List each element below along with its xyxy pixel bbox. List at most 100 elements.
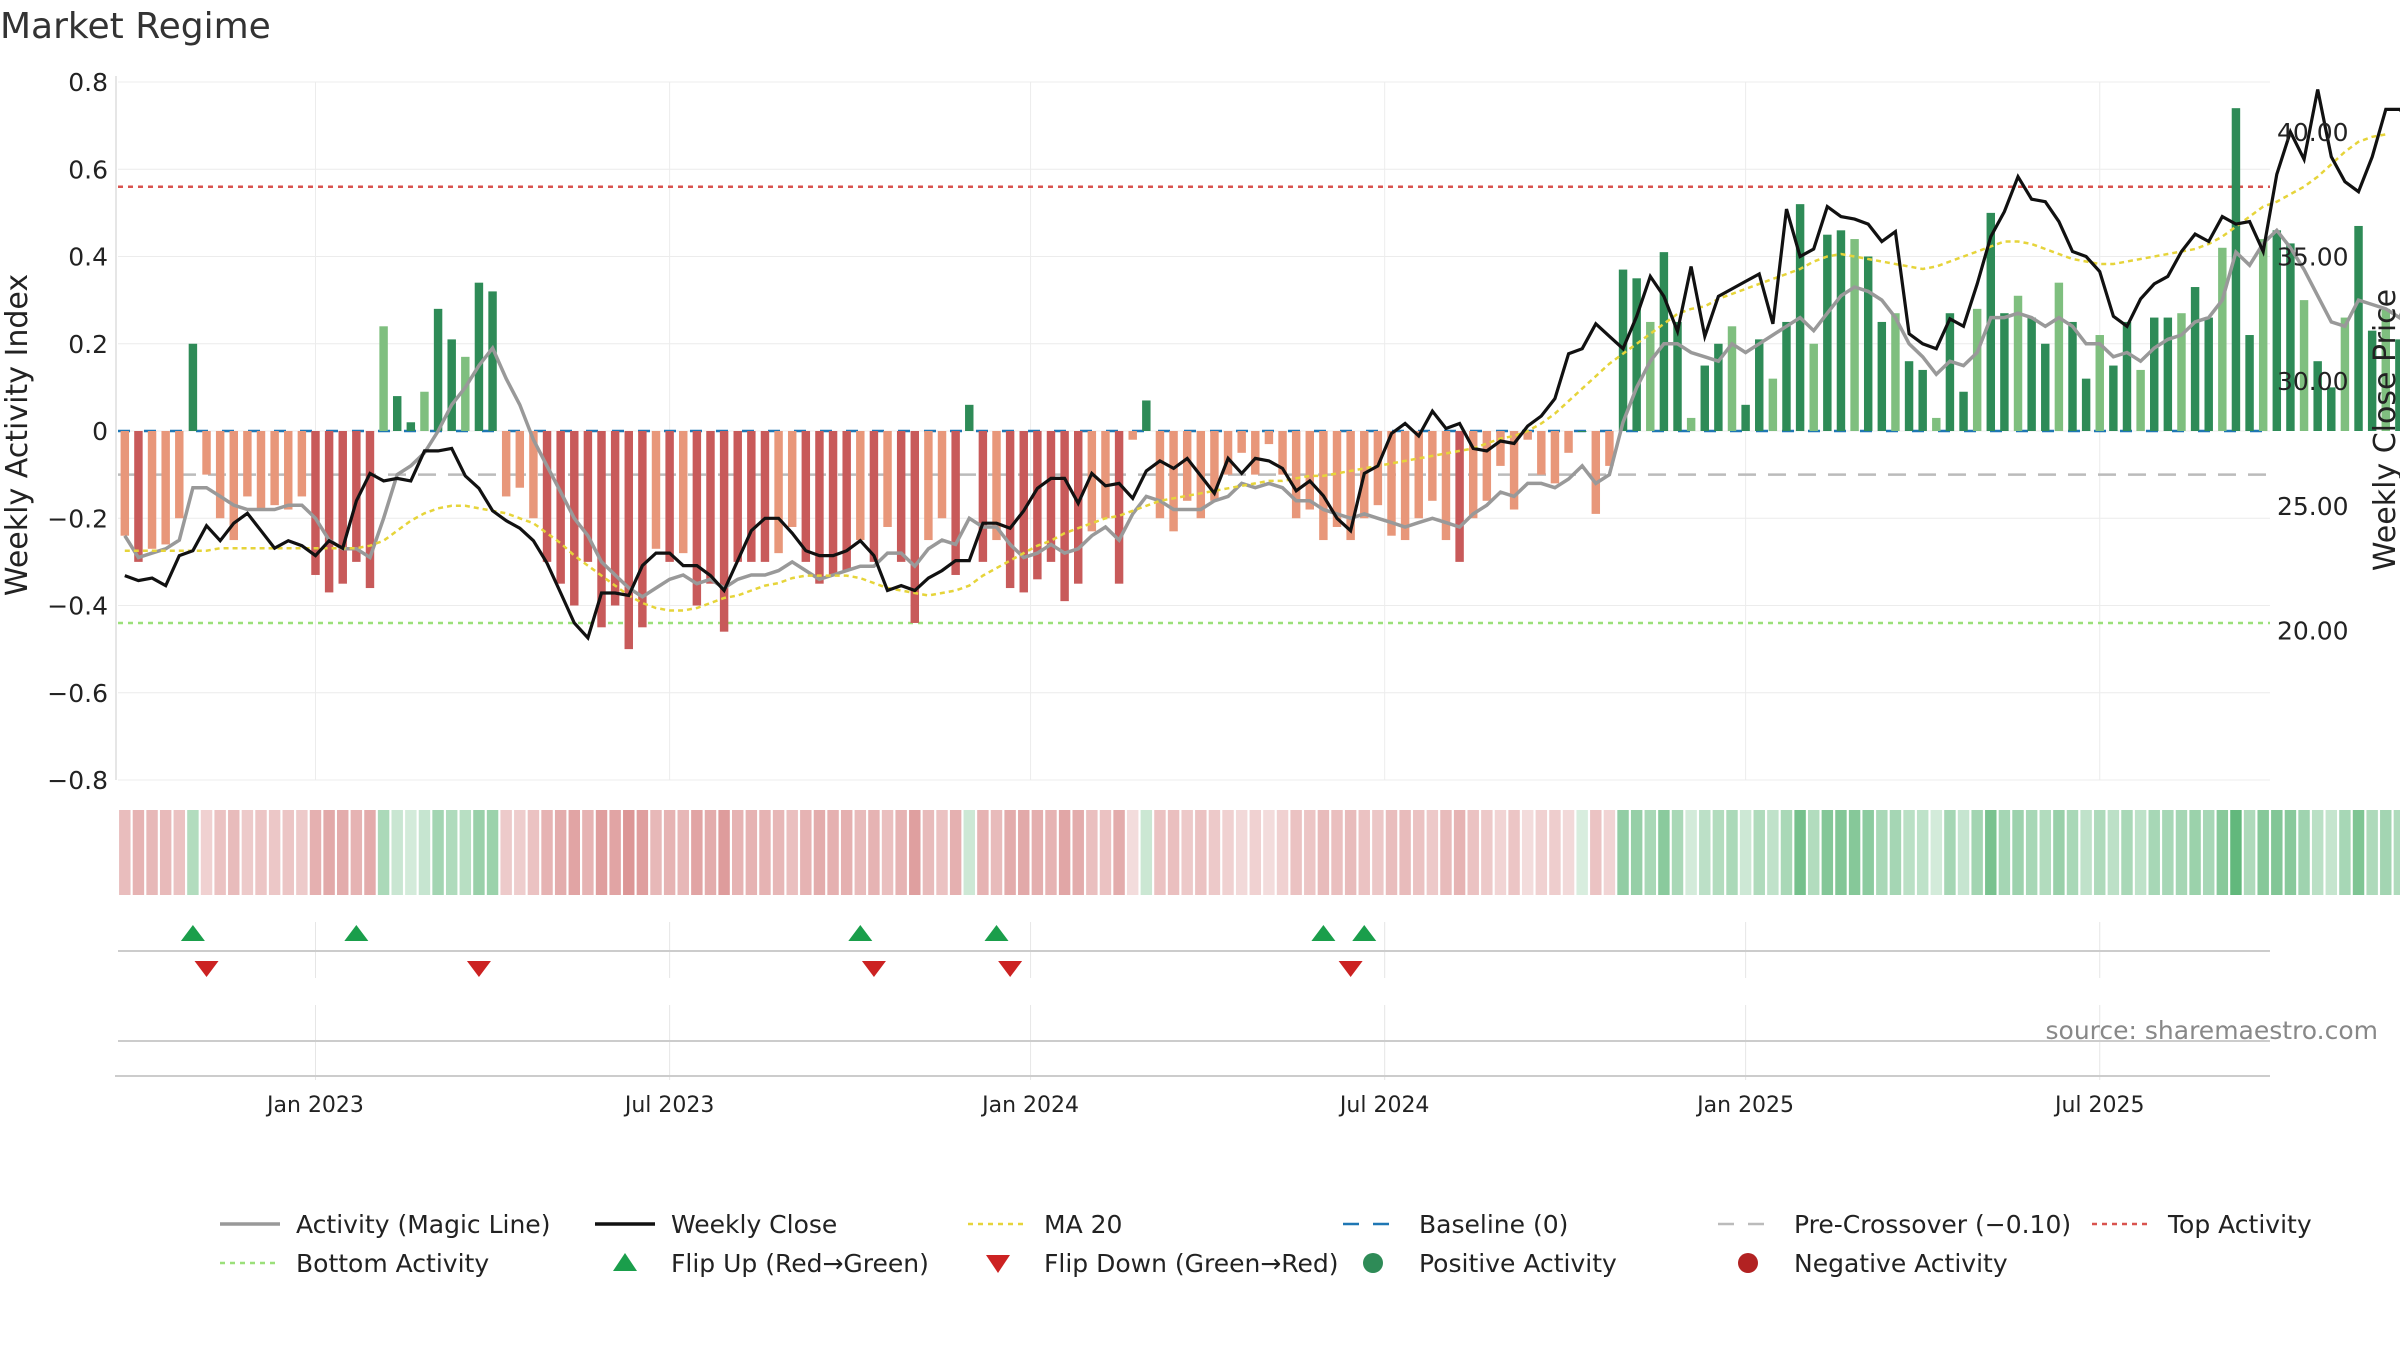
activity-bar [1727, 326, 1737, 431]
left-axis-label: Weekly Activity Index [0, 274, 35, 596]
ma20-line [124, 133, 2387, 612]
activity-bar [2150, 317, 2159, 431]
legend-item: Flip Down (Green→Red) [986, 1249, 1339, 1278]
activity-bar [1768, 378, 1778, 431]
activity-bar [284, 431, 293, 510]
activity-bar [202, 431, 211, 475]
regime-cell [1181, 810, 1193, 895]
activity-bar [2054, 282, 2064, 431]
regime-cell [2284, 810, 2297, 895]
activity-bar [1142, 400, 1151, 431]
regime-cell [268, 810, 281, 895]
activity-bar [2190, 287, 2200, 431]
activity-bar [229, 431, 238, 541]
regime-cell [2243, 810, 2256, 895]
regime-cell [2271, 810, 2283, 895]
activity-bar [828, 431, 838, 575]
activity-bar [1891, 313, 1900, 431]
regime-cell [418, 810, 431, 895]
regime-strip [119, 810, 2400, 895]
activity-bar [787, 431, 797, 527]
flip-up-marker [1311, 925, 1336, 941]
regime-cell [936, 810, 948, 895]
activity-bar [147, 431, 157, 549]
regime-cell [1889, 810, 1902, 895]
activity-bar [1155, 431, 1165, 519]
regime-cell [772, 810, 785, 895]
activity-bar [1074, 431, 1083, 584]
regime-cell [1372, 810, 1384, 895]
legend-item: Positive Activity [1363, 1249, 1617, 1278]
activity-bar [1046, 431, 1056, 562]
regime-cell [173, 810, 186, 895]
regime-cell [800, 810, 812, 895]
activity-bar [1823, 234, 1832, 431]
activity-bar [951, 431, 960, 575]
legend-item: Activity (Magic Line) [220, 1210, 550, 1239]
activity-bar [883, 431, 892, 527]
regime-cell [1331, 810, 1343, 895]
activity-bar [1005, 431, 1015, 589]
legend-label: Baseline (0) [1419, 1210, 1568, 1239]
legend-label: Bottom Activity [296, 1249, 489, 1278]
regime-cell [650, 810, 662, 895]
activity-bar [256, 431, 266, 510]
activity-bar [1932, 417, 1941, 431]
regime-cell [459, 810, 472, 895]
regime-cell [1167, 810, 1180, 895]
legend-swatch-dot [1738, 1253, 1758, 1273]
regime-cell [1821, 810, 1834, 895]
regime-cell [1685, 810, 1697, 895]
regime-cell [1780, 810, 1793, 895]
activity-bar [1400, 431, 1410, 541]
activity-bar [583, 431, 593, 562]
activity-bar [2163, 317, 2173, 431]
flip-up-marker [344, 925, 369, 941]
activity-bar [447, 339, 456, 431]
regime-cell [309, 810, 322, 895]
regime-cell [1154, 810, 1166, 895]
axes: 0.8 0.6 0.4 0.2 0 −0.2 −0.4 −0.6 −0.8 40.00 35.00 3… [47, 68, 2348, 1118]
chart-title: Market Regime [0, 6, 271, 47]
regime-cell [827, 810, 839, 895]
right-tick-label: 20.00 [2277, 616, 2349, 645]
regime-cell [1494, 810, 1507, 895]
regime-cell [1903, 810, 1915, 895]
activity-bar [842, 431, 851, 571]
regime-cell [2066, 810, 2079, 895]
activity-bar [311, 431, 320, 575]
activity-bar [1809, 343, 1818, 431]
legend-label: Weekly Close [671, 1210, 837, 1239]
legend-item: Top Activity [2092, 1210, 2312, 1239]
flip-up-marker [984, 925, 1009, 941]
activity-bar [2327, 387, 2336, 431]
regime-cell [282, 810, 294, 895]
activity-bar [1904, 361, 1914, 431]
activity-bar [161, 431, 170, 545]
grid-layer [118, 81, 2270, 1080]
activity-bar [1428, 431, 1437, 501]
regime-cell [1916, 810, 1929, 895]
regime-cell [241, 810, 254, 895]
activity-bar [2068, 321, 2077, 431]
regime-cell [2257, 810, 2269, 895]
regime-cell [840, 810, 853, 895]
activity-bar [1455, 431, 1464, 562]
regime-cell [1562, 810, 1575, 895]
x-tick-label: Jul 2023 [623, 1093, 715, 1118]
regime-cell [1576, 810, 1588, 895]
regime-cell [323, 810, 335, 895]
regime-cell [1481, 810, 1493, 895]
regime-cell [745, 810, 758, 895]
regime-cell [2325, 810, 2338, 895]
activity-bar [2313, 361, 2322, 431]
regime-cell [132, 810, 145, 895]
regime-cell [568, 810, 580, 895]
activity-bar [215, 431, 225, 519]
regime-cell [868, 810, 880, 895]
activity-bar [815, 431, 824, 584]
activity-bar [651, 431, 661, 549]
activity-bar [529, 431, 538, 519]
activity-bar [801, 431, 811, 562]
activity-bar [2177, 313, 2186, 431]
